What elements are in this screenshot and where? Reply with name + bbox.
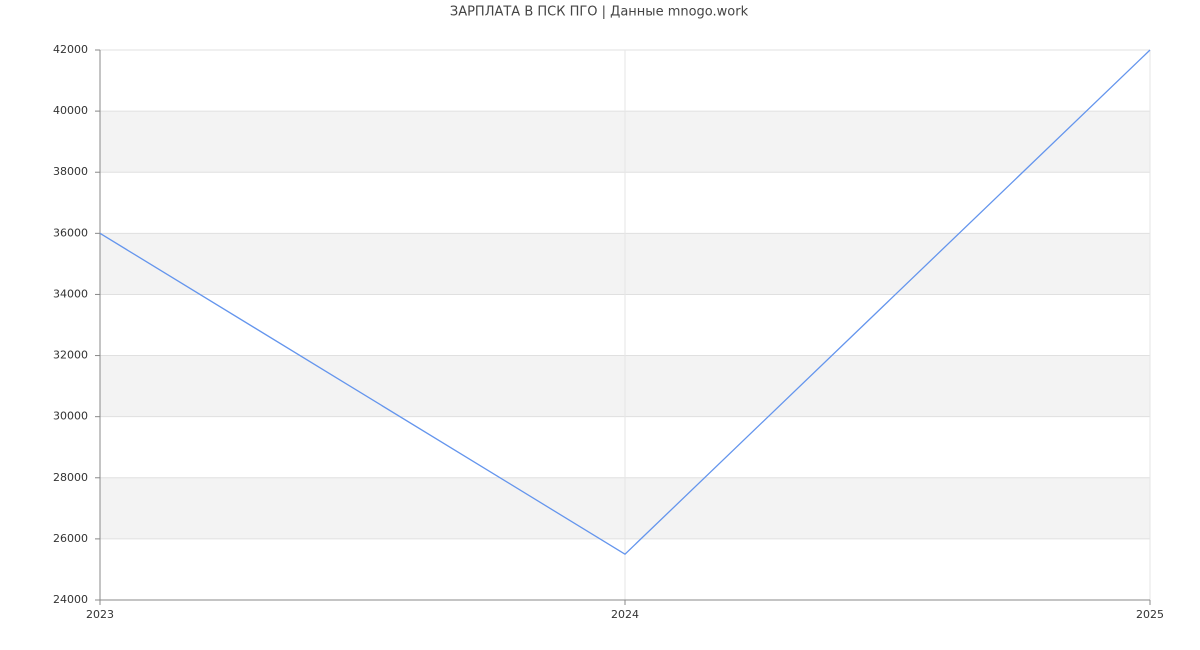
- y-tick-label: 38000: [53, 165, 88, 178]
- x-tick-label: 2025: [1136, 608, 1164, 621]
- y-tick-label: 36000: [53, 226, 88, 239]
- y-tick-label: 30000: [53, 410, 88, 423]
- line-series: [99, 49, 1151, 555]
- x-tick-label: 2024: [611, 608, 639, 621]
- x-tick-label: 2023: [86, 608, 114, 621]
- y-tick-label: 42000: [53, 43, 88, 56]
- y-tick-label: 40000: [53, 104, 88, 117]
- chart-title: ЗАРПЛАТА В ПСК ПГО | Данные mnogo.work: [450, 5, 749, 20]
- y-tick-label: 28000: [53, 471, 88, 484]
- y-tick-label: 26000: [53, 532, 88, 545]
- y-tick-label: 34000: [53, 287, 88, 300]
- y-tick-label: 24000: [53, 593, 88, 606]
- y-tick-label: 32000: [53, 349, 88, 362]
